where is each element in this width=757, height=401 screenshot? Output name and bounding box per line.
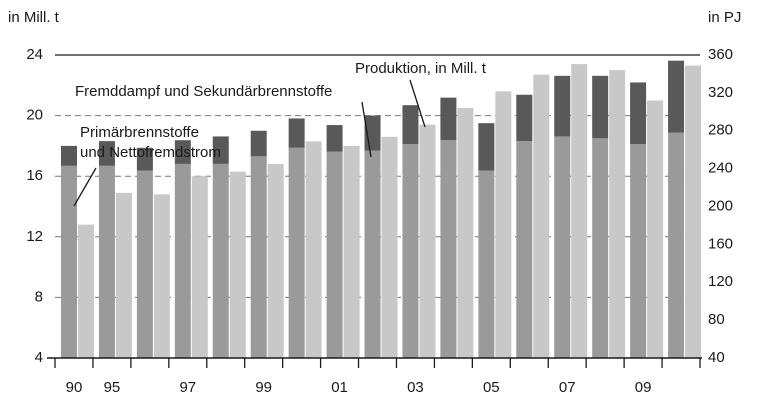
y2-tick-label: 360 (708, 46, 733, 63)
bar-segment (516, 141, 533, 358)
y2-axis-label: in PJ (708, 9, 741, 26)
bar-segment (288, 118, 305, 148)
bar-segment (630, 82, 647, 145)
bar (229, 171, 246, 358)
x-tick-label: 95 (104, 379, 121, 396)
annotation: Produktion, in Mill. t (355, 60, 487, 77)
bar-segment (212, 163, 229, 358)
bar-segment (478, 170, 495, 358)
bar-segment (554, 75, 571, 137)
bar-segment (288, 147, 305, 358)
y-axis-label: in Mill. t (8, 9, 60, 26)
bar-segment (554, 136, 571, 358)
y-tick-label: 8 (35, 288, 43, 305)
y-tick-label: 20 (26, 107, 43, 124)
bar (571, 64, 588, 358)
y-tick-label: 24 (26, 46, 43, 63)
x-tick-label: 01 (331, 379, 348, 396)
bar (191, 176, 208, 358)
y2-tick-label: 240 (708, 160, 733, 177)
bar-segment (326, 125, 343, 152)
y2-tick-label: 40 (708, 349, 725, 366)
bar (685, 65, 702, 358)
bar-segment (174, 140, 191, 164)
bar (343, 145, 360, 358)
bar-segment (478, 123, 495, 171)
bar-segment (98, 165, 115, 358)
bar-segment (630, 144, 647, 358)
bar (78, 224, 94, 358)
bar-segment (440, 140, 457, 358)
x-tick-label: 03 (407, 379, 424, 396)
x-tick-label: 90 (66, 379, 83, 396)
leader-line (73, 167, 97, 207)
bar (457, 108, 474, 359)
x-tick-label: 09 (635, 379, 652, 396)
bar-segment (61, 145, 77, 166)
bar-segment (668, 60, 685, 133)
bar-segment (136, 147, 153, 171)
bar-segment (98, 141, 115, 166)
bar-segment (668, 132, 685, 358)
bar-segment (174, 163, 191, 358)
leader-line (361, 101, 372, 158)
bar (533, 74, 550, 358)
bar (419, 124, 436, 358)
y-tick-label: 12 (26, 228, 43, 245)
bar-segment (212, 136, 229, 164)
bar-segment (136, 170, 153, 358)
leader-line (409, 79, 426, 128)
x-tick-label: 97 (179, 379, 196, 396)
x-tick-label: 05 (483, 379, 500, 396)
bar (495, 91, 512, 359)
y2-tick-label: 120 (708, 273, 733, 290)
bars (61, 60, 702, 359)
bar-segment (516, 94, 533, 142)
x-tick-label: 07 (559, 379, 576, 396)
annotation: Primärbrennstoffe (80, 124, 199, 141)
bar (381, 136, 398, 358)
bar (647, 100, 664, 358)
bar (305, 141, 322, 358)
bar (115, 192, 132, 358)
y2-tick-label: 160 (708, 235, 733, 252)
bar-segment (592, 75, 609, 139)
y2-tick-label: 200 (708, 197, 733, 214)
y2-tick-label: 320 (708, 84, 733, 101)
y-tick-label: 16 (26, 167, 43, 184)
bar (153, 194, 170, 358)
bar (609, 70, 626, 359)
bar-segment (592, 138, 609, 358)
bar-segment (440, 97, 457, 141)
bar-segment (402, 105, 419, 145)
bar-segment (250, 156, 267, 358)
bar-segment (61, 165, 77, 358)
bar-segment (326, 151, 343, 358)
y2-tick-label: 280 (708, 122, 733, 139)
bar-segment (250, 130, 267, 157)
annotation: Fremddampf und Sekundärbrennstoffe (75, 83, 332, 100)
y-tick-label: 4 (35, 349, 43, 366)
bar-segment (402, 144, 419, 358)
y2-tick-label: 80 (708, 311, 725, 328)
bar-segment (364, 150, 381, 358)
annotation: und Nettofremdstrom (80, 144, 221, 161)
bar (267, 164, 284, 358)
x-tick-label: 99 (255, 379, 272, 396)
foreground: 4 8 12 16 20 24 40 80 120 160 200 240 280 320 360 90 95 9… (26, 46, 733, 396)
